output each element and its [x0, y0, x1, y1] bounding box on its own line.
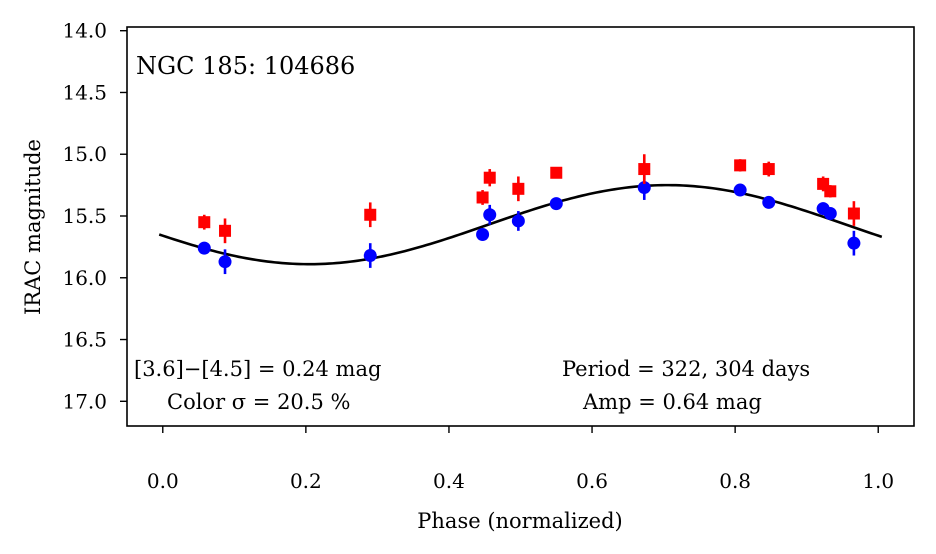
x-axis: 0.0 0.2 0.4 0.6 0.8 1.0	[147, 426, 894, 493]
red-square-point	[483, 171, 496, 184]
x-axis-label: Phase (normalized)	[417, 509, 622, 533]
blue-circle-point	[733, 183, 747, 197]
data-points	[197, 154, 861, 275]
blue-circle-point	[823, 207, 837, 221]
color-annotation-line1: [3.6]−[4.5] = 0.24 mag	[134, 357, 381, 381]
chart-title: NGC 185: 104686	[136, 52, 355, 80]
y-tick-label: 16.0	[62, 266, 107, 290]
red-square-point	[847, 207, 860, 220]
blue-circle-point	[511, 214, 525, 228]
blue-circle-point	[637, 181, 651, 195]
color-annotation-line2: Color σ = 20.5 %	[167, 390, 350, 414]
red-square-point	[476, 191, 489, 204]
y-tick-label: 15.5	[62, 204, 107, 228]
red-square-point	[219, 224, 232, 237]
red-square-point	[638, 163, 651, 176]
y-axis-label: IRAC magnitude	[21, 139, 45, 315]
red-square-point	[762, 163, 775, 176]
y-tick-label: 16.5	[62, 328, 107, 352]
red-square-point	[824, 185, 837, 198]
y-tick-label: 17.0	[62, 389, 107, 413]
blue-circle-point	[218, 255, 232, 269]
y-tick-label: 15.0	[62, 142, 107, 166]
amplitude-annotation: Amp = 0.64 mag	[582, 390, 762, 414]
blue-circle-point	[363, 249, 377, 263]
blue-circle-point	[476, 228, 490, 242]
blue-circle-point	[549, 197, 563, 211]
y-axis: 14.0 14.5 15.0 15.5 16.0 16.5 17.0	[62, 19, 127, 413]
x-tick-label: 0.6	[576, 469, 608, 493]
model-curve	[158, 183, 883, 266]
blue-circle-point	[762, 195, 776, 209]
blue-circle-point	[197, 241, 211, 255]
y-tick-label: 14.5	[62, 80, 107, 104]
x-tick-label: 0.2	[290, 469, 322, 493]
x-tick-label: 1.0	[862, 469, 894, 493]
x-tick-label: 0.4	[433, 469, 465, 493]
x-tick-label: 0.8	[719, 469, 751, 493]
red-square-point	[550, 166, 563, 179]
x-tick-label: 0.0	[147, 469, 179, 493]
blue-circle-point	[483, 208, 497, 222]
red-square-point	[734, 159, 747, 172]
red-square-point	[364, 208, 377, 221]
blue-circle-point	[847, 236, 861, 250]
period-annotation: Period = 322, 304 days	[562, 357, 810, 381]
red-square-point	[512, 182, 525, 195]
y-tick-label: 14.0	[62, 19, 107, 43]
red-square-point	[198, 216, 211, 229]
